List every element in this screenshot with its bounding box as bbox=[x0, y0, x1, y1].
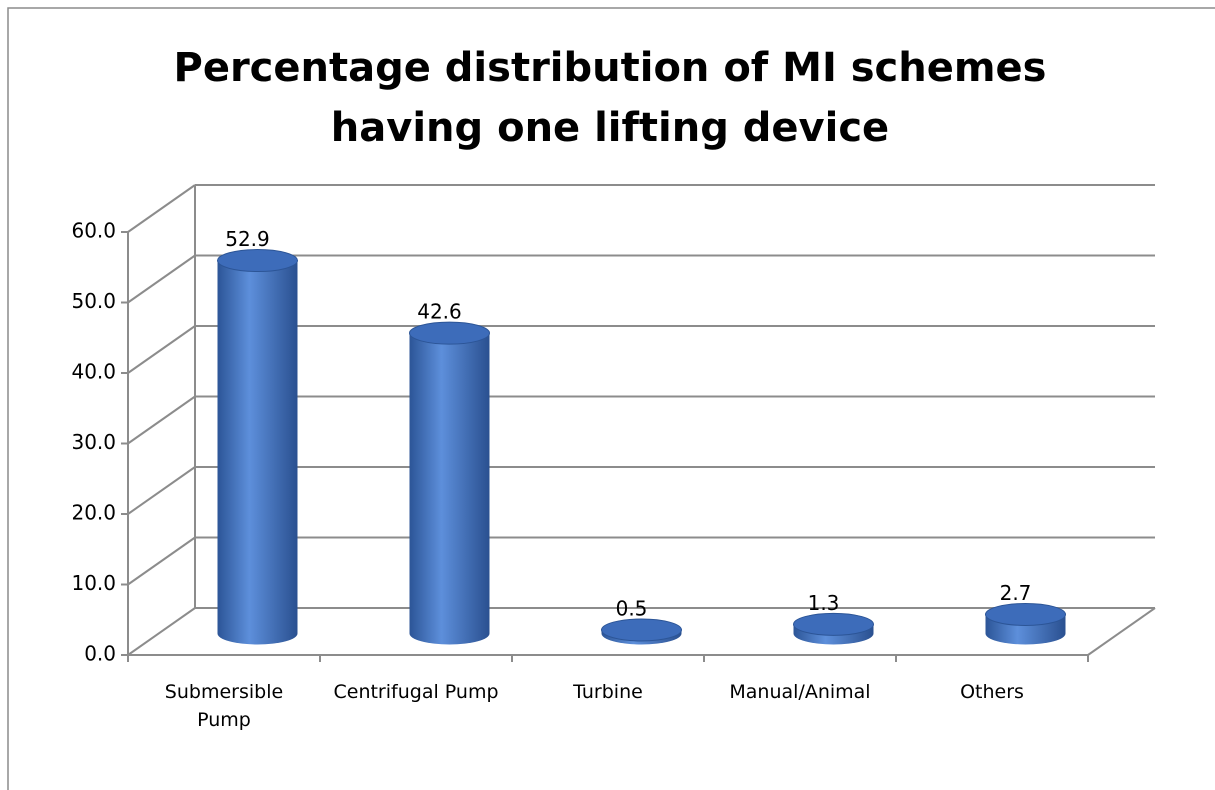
y-tick-label: 10.0 bbox=[71, 571, 116, 595]
chart-border bbox=[7, 7, 1215, 790]
grid-line-side bbox=[127, 325, 196, 374]
floor-edge bbox=[1087, 607, 1156, 656]
data-label: 52.9 bbox=[225, 227, 270, 251]
bar bbox=[409, 333, 490, 645]
grid-line-side bbox=[127, 536, 196, 586]
bar-top bbox=[601, 618, 682, 642]
bar-top bbox=[793, 612, 874, 636]
y-tick-label: 50.0 bbox=[71, 289, 116, 313]
y-tick-label: 40.0 bbox=[71, 360, 116, 384]
x-tick-label: Others bbox=[960, 681, 1024, 703]
data-label: 42.6 bbox=[417, 300, 462, 324]
y-tick-label: 60.0 bbox=[71, 219, 116, 243]
chart-title: Percentage distribution of MI schemes ha… bbox=[173, 45, 1047, 151]
bar-top bbox=[409, 321, 490, 345]
y-tick-label: 30.0 bbox=[71, 430, 116, 454]
bar bbox=[217, 260, 298, 645]
grid-line-side bbox=[127, 466, 196, 515]
x-tick-label: Centrifugal Pump bbox=[333, 681, 499, 703]
x-tick-label: Turbine bbox=[573, 681, 643, 703]
y-tick-label: 0.0 bbox=[84, 642, 116, 666]
grid-line-side bbox=[127, 395, 196, 445]
grid-line-side bbox=[127, 607, 196, 656]
data-label: 1.3 bbox=[808, 591, 840, 615]
x-tick-label: Manual/Animal bbox=[729, 681, 871, 703]
bar-top bbox=[217, 249, 298, 273]
y-tick-label: 20.0 bbox=[71, 501, 116, 525]
data-label: 2.7 bbox=[1000, 581, 1032, 605]
grid-line-side bbox=[127, 184, 196, 233]
grid-line-side bbox=[127, 254, 196, 304]
bar-top bbox=[985, 602, 1066, 626]
data-label: 0.5 bbox=[616, 596, 648, 620]
x-tick-label: Submersible Pump bbox=[164, 681, 284, 731]
